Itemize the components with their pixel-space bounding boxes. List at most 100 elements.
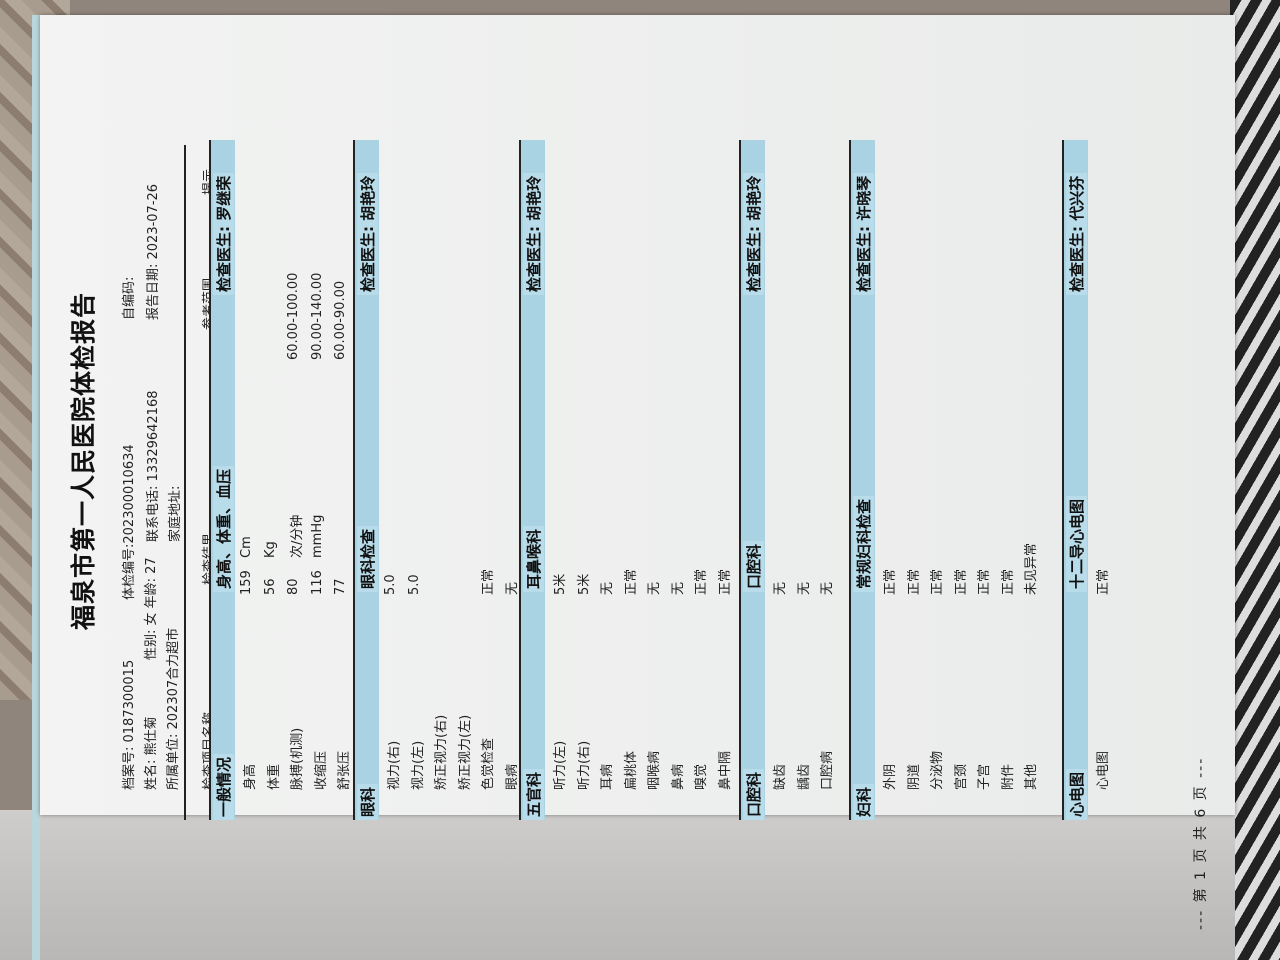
section-name: 常规妇科检查 xyxy=(853,495,874,592)
item-name: 耳病 xyxy=(600,763,615,790)
table-row: 听力(右) 5米 xyxy=(569,140,593,820)
section-name: 身高、体重、血压 xyxy=(213,465,234,592)
section-header: 一般情况 身高、体重、血压 检查医生: 罗继荣 xyxy=(209,140,235,820)
section-doctor: 检查医生: 胡艳玲 xyxy=(743,172,764,295)
table-row: 阴道 正常 xyxy=(899,140,923,820)
table-row: 色觉检查 正常 xyxy=(473,140,497,820)
item-reference: 60.00-90.00 xyxy=(333,280,348,360)
item-name: 口腔病 xyxy=(820,750,835,790)
item-name: 收缩压 xyxy=(313,750,329,790)
section-name: 耳鼻喉科 xyxy=(523,525,544,592)
self-code: 自编码: xyxy=(122,276,137,320)
header-divider xyxy=(184,145,186,820)
table-row: 分泌物 正常 xyxy=(922,140,946,820)
page-footer: --- 第 1 页 共 6 页 --- xyxy=(1193,756,1209,930)
item-name: 咽喉病 xyxy=(647,750,662,790)
table-row: 收缩压 116 mmHg 90.00-140.00 xyxy=(306,140,330,820)
table-row: 心电图 正常 xyxy=(1088,140,1112,820)
section-doctor: 检查医生: 胡艳玲 xyxy=(357,172,378,295)
item-name: 扁桃体 xyxy=(623,750,639,790)
table-row: 视力(右) 5.0 xyxy=(379,140,403,820)
item-name: 舒张压 xyxy=(337,750,352,790)
archive-number: 档案号: 0187300015 xyxy=(122,659,137,790)
item-name: 眼病 xyxy=(504,763,520,790)
item-name: 听力(右) xyxy=(576,740,592,790)
section-1: 眼科 眼科检查 检查医生: 胡艳玲 视力(右) 5.0 视力(左) 5.0 矫正视力(右) 矫正… xyxy=(353,140,520,820)
home-address: 家庭地址: xyxy=(168,485,183,542)
table-row: 缺齿无 xyxy=(765,140,789,820)
item-result: 无 xyxy=(504,581,520,595)
table-row: 口腔病无 xyxy=(812,140,836,820)
item-result: 159 xyxy=(239,570,254,595)
item-name: 鼻中隔 xyxy=(717,750,733,790)
item-result: 正常 xyxy=(481,568,496,595)
item-result: 正常 xyxy=(1096,568,1111,595)
item-name: 子宫 xyxy=(977,763,992,790)
section-4: 妇科 常规妇科检查 检查医生: 许晓琴 外阴 正常 阴道 正常 分泌物 正常 宫颈 正常 子宫 正常 附件… xyxy=(849,140,1040,820)
section-category: 心电图 xyxy=(1066,768,1087,820)
item-result: 正常 xyxy=(717,568,733,595)
section-category: 五官科 xyxy=(523,768,544,820)
section-header: 口腔科 口腔科 检查医生: 胡艳玲 xyxy=(739,140,765,820)
section-name: 十二导心电图 xyxy=(1066,495,1087,592)
table-row: 视力(左) 5.0 xyxy=(403,140,427,820)
section-name: 口腔科 xyxy=(743,540,764,592)
item-name: 视力(右) xyxy=(387,740,402,790)
item-unit: mmHg xyxy=(309,514,325,558)
item-result: 正常 xyxy=(883,568,898,595)
table-row: 咽喉病无 xyxy=(639,140,663,820)
item-result: 正常 xyxy=(694,568,709,595)
item-name: 矫正视力(右) xyxy=(434,714,449,790)
item-result: 无 xyxy=(670,581,686,595)
item-reference: 60.00-100.00 xyxy=(286,272,301,360)
item-name: 阴道 xyxy=(906,763,922,790)
section-3: 口腔科 口腔科 检查医生: 胡艳玲 缺齿无龋齿无口腔病无 xyxy=(739,140,836,820)
section-doctor: 检查医生: 代兴芬 xyxy=(1066,172,1087,295)
item-result: 未见异常 xyxy=(1024,542,1039,595)
table-row: 鼻病无 xyxy=(663,140,687,820)
table-row: 宫颈 正常 xyxy=(946,140,970,820)
report-title: 福泉市第一人民医院体检报告 xyxy=(69,291,98,630)
section-header: 五官科 耳鼻喉科 检查医生: 胡艳玲 xyxy=(519,140,545,820)
table-row: 身高 159 Cm xyxy=(235,140,259,820)
item-unit: Kg xyxy=(262,541,278,558)
item-name: 龋齿 xyxy=(796,763,812,790)
section-header: 心电图 十二导心电图 检查医生: 代兴芬 xyxy=(1062,140,1088,820)
table-row: 鼻中隔 正常 xyxy=(710,140,734,820)
item-result: 80 xyxy=(286,578,301,595)
section-category: 眼科 xyxy=(357,783,378,820)
item-result: 5米 xyxy=(576,573,592,595)
item-result: 77 xyxy=(333,578,348,595)
table-row: 其他 未见异常 xyxy=(1016,140,1040,820)
item-result: 无 xyxy=(820,581,835,595)
item-name: 宫颈 xyxy=(953,763,969,790)
item-unit: Cm xyxy=(239,536,254,558)
table-row: 体重 56 Kg xyxy=(259,140,283,820)
section-name: 眼科检查 xyxy=(357,525,378,592)
table-row: 附件 正常 xyxy=(993,140,1017,820)
item-result: 正常 xyxy=(623,568,639,595)
item-name: 体重 xyxy=(266,763,282,790)
item-name: 附件 xyxy=(1000,763,1016,790)
table-row: 龋齿无 xyxy=(789,140,813,820)
table-row: 耳病无 xyxy=(592,140,616,820)
work-unit: 所属单位: 202307合力超市 xyxy=(166,627,181,790)
item-result: 正常 xyxy=(977,568,992,595)
item-name: 鼻病 xyxy=(670,763,686,790)
section-5: 心电图 十二导心电图 检查医生: 代兴芬 心电图 正常 xyxy=(1062,140,1112,820)
item-name: 色觉检查 xyxy=(481,737,496,790)
item-result: 5.0 xyxy=(406,574,422,595)
item-result: 116 xyxy=(309,570,325,595)
section-category: 一般情况 xyxy=(213,753,234,820)
exam-number: 体检编号:202300010634 xyxy=(122,444,137,600)
item-name: 嗅觉 xyxy=(694,763,709,790)
section-header: 眼科 眼科检查 检查医生: 胡艳玲 xyxy=(353,140,379,820)
item-name: 视力(左) xyxy=(410,740,426,790)
item-result: 正常 xyxy=(1000,568,1016,595)
item-name: 身高 xyxy=(243,763,258,790)
table-row: 嗅觉 正常 xyxy=(686,140,710,820)
booklet-cover-sheet xyxy=(0,810,1235,960)
item-name: 分泌物 xyxy=(930,750,945,790)
item-name: 听力(左) xyxy=(553,740,568,790)
